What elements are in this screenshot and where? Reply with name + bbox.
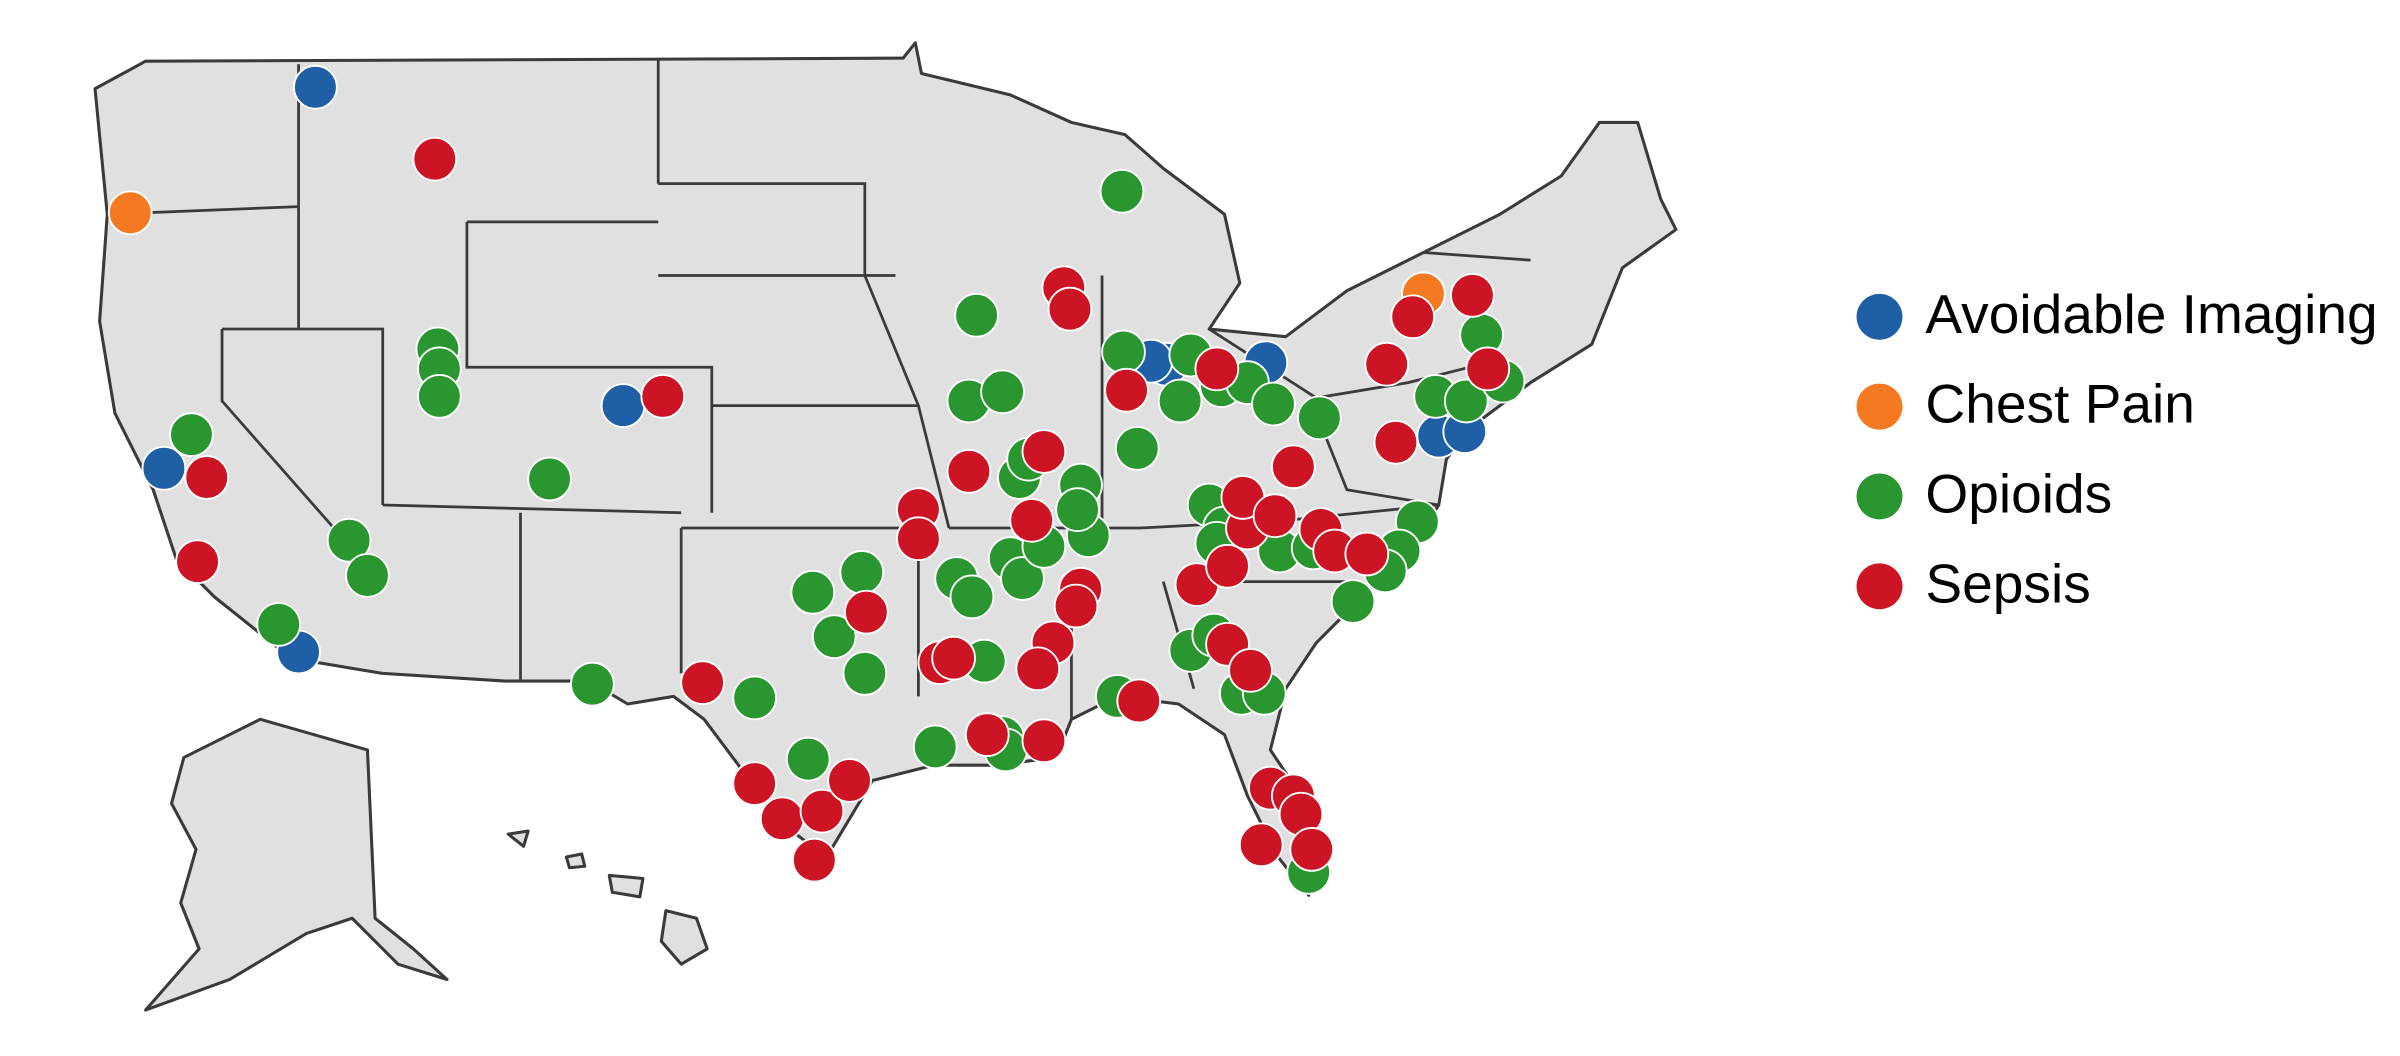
site-marker	[931, 635, 976, 681]
site-marker	[799, 788, 845, 834]
site-marker	[946, 449, 992, 494]
site-marker	[980, 369, 1025, 415]
site-marker	[1465, 346, 1511, 392]
site-marker	[839, 550, 885, 595]
site-marker	[842, 651, 888, 696]
site-marker	[1055, 487, 1100, 532]
site-marker	[954, 292, 999, 338]
site-marker	[1101, 329, 1146, 375]
site-marker	[1053, 583, 1099, 629]
site-marker	[732, 675, 777, 721]
site-marker	[1390, 294, 1436, 340]
site-marker	[169, 412, 214, 457]
site-marker	[1252, 493, 1298, 539]
site-marker	[175, 539, 220, 585]
legend-swatch	[1856, 383, 1903, 430]
site-marker	[811, 614, 857, 660]
legend-label: Chest Pain	[1925, 373, 2194, 435]
site-marker	[844, 589, 889, 635]
site-marker	[1021, 429, 1067, 474]
site-marker	[1205, 543, 1250, 589]
site-marker	[1238, 822, 1284, 868]
site-marker	[1047, 286, 1093, 332]
site-marker	[1364, 341, 1410, 387]
site-marker	[640, 374, 686, 419]
site-marker	[527, 456, 572, 502]
site-marker	[256, 602, 302, 647]
site-marker	[1021, 718, 1067, 764]
legend-swatch	[1856, 473, 1903, 520]
legend-label: Sepsis	[1925, 552, 2090, 614]
site-marker	[570, 661, 615, 707]
site-marker	[184, 455, 230, 500]
site-marker	[791, 837, 837, 883]
site-marker	[141, 445, 187, 491]
alaska	[144, 717, 449, 1012]
site-marker	[759, 796, 805, 842]
site-marker	[1157, 378, 1203, 424]
site-marker	[1297, 395, 1342, 441]
legend-swatch	[1856, 293, 1903, 340]
site-marker	[680, 660, 725, 705]
site-marker	[790, 569, 836, 615]
site-marker	[1194, 346, 1240, 392]
site-marker	[949, 574, 995, 620]
hawaii	[506, 829, 709, 966]
site-marker	[1009, 498, 1054, 543]
site-marker	[600, 383, 646, 428]
site-marker	[1344, 531, 1390, 577]
site-marker	[912, 724, 958, 770]
site-marker	[1373, 419, 1419, 465]
sites	[107, 64, 1526, 895]
legend-label: Opioids	[1925, 463, 2112, 525]
site-marker	[1104, 367, 1149, 413]
site-marker	[345, 553, 390, 598]
site-marker	[1289, 827, 1335, 872]
site-marker	[412, 136, 458, 182]
site-marker	[785, 736, 831, 782]
site-marker	[417, 374, 462, 419]
legend: Avoidable Imaging Chest Pain Opioids Sepsis	[1856, 283, 2378, 614]
site-marker	[1450, 273, 1495, 318]
site-marker	[1099, 168, 1145, 214]
site-marker	[107, 190, 153, 236]
site-marker	[964, 712, 1010, 757]
site-marker	[1271, 444, 1316, 490]
site-marker	[1443, 378, 1489, 424]
legend-label: Avoidable Imaging	[1925, 283, 2377, 345]
site-marker	[1116, 678, 1162, 724]
site-marker	[1330, 579, 1376, 624]
site-marker	[896, 516, 941, 562]
site-marker	[1015, 646, 1061, 692]
site-marker	[326, 517, 372, 563]
site-marker	[827, 758, 872, 803]
site-marker	[1228, 647, 1273, 693]
site-marker	[1114, 426, 1160, 471]
site-marker	[732, 761, 777, 806]
site-marker	[1251, 381, 1296, 427]
site-marker	[293, 64, 338, 110]
site-marker	[1000, 556, 1045, 601]
legend-swatch	[1856, 563, 1903, 610]
